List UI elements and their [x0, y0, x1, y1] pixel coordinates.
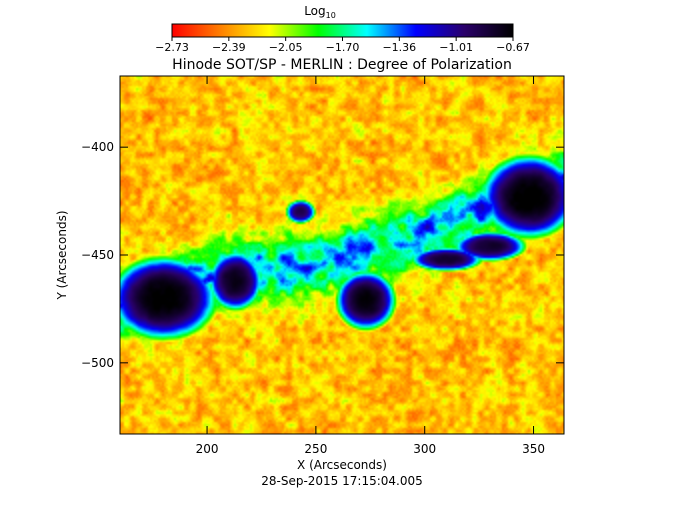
colorbar-label: Log10	[304, 4, 336, 20]
x-tick-label: 300	[413, 442, 436, 456]
colorbar-label-sub: 10	[326, 11, 336, 20]
heatmap-raster	[120, 76, 564, 434]
y-tick-label: −400	[81, 140, 114, 154]
colorbar-tick-label: −0.67	[496, 41, 530, 54]
heatmap-image	[120, 76, 564, 434]
colorbar-tick-label: −2.05	[269, 41, 303, 54]
y-axis-label: Y (Arcseconds)	[55, 210, 69, 300]
colorbar-ticks: −2.73 −2.39 −2.05 −1.70 −1.36 −1.01 −0.67	[155, 37, 530, 54]
chart-title: Hinode SOT/SP - MERLIN : Degree of Polar…	[172, 57, 512, 73]
colorbar-tick-label: −1.36	[382, 41, 416, 54]
colorbar-tick-label: −1.70	[326, 41, 360, 54]
colorbar-label-main: Log	[304, 4, 325, 18]
x-tick-label: 350	[522, 442, 545, 456]
colorbar	[171, 23, 514, 38]
x-tick-label: 200	[196, 442, 219, 456]
colorbar-tick-label: −2.73	[155, 41, 189, 54]
colorbar-tick-label: −2.39	[212, 41, 246, 54]
timestamp: 28-Sep-2015 17:15:04.005	[261, 474, 423, 488]
y-axis: −400 −450 −500	[81, 140, 564, 370]
colorbar-tick-label: −1.01	[439, 41, 473, 54]
y-tick-label: −450	[81, 248, 114, 262]
x-axis-label: X (Arcseconds)	[297, 458, 387, 472]
y-tick-label: −500	[81, 356, 114, 370]
x-axis: 200 250 300 350	[196, 76, 545, 456]
x-tick-label: 250	[304, 442, 327, 456]
